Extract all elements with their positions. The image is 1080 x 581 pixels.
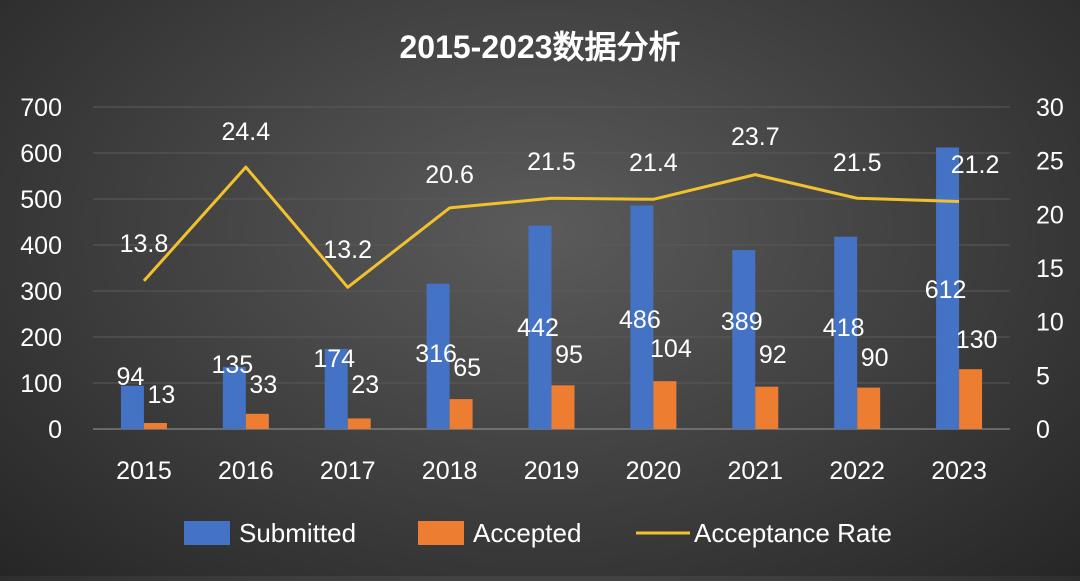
label-submitted: 486 — [619, 306, 661, 334]
label-accepted: 90 — [861, 344, 889, 372]
legend-swatch-submitted — [184, 521, 230, 545]
x-tick-label: 2023 — [931, 457, 987, 485]
left-tick-label: 300 — [20, 278, 62, 306]
left-tick-label: 700 — [20, 94, 62, 122]
x-tick-label: 2017 — [320, 457, 376, 485]
label-submitted: 174 — [313, 345, 355, 373]
bar-submitted — [834, 236, 858, 429]
right-tick-label: 20 — [1036, 201, 1064, 229]
right-tick-label: 25 — [1036, 148, 1064, 176]
label-rate: 21.5 — [833, 149, 882, 177]
label-accepted: 104 — [650, 335, 692, 363]
label-rate: 13.8 — [120, 230, 169, 258]
bar-accepted — [755, 386, 779, 429]
bar-accepted — [551, 385, 575, 429]
label-accepted: 130 — [956, 326, 998, 354]
label-accepted: 23 — [351, 371, 379, 399]
acceptance-rate-line — [142, 165, 960, 289]
right-tick-label: 30 — [1036, 94, 1064, 122]
bars-layer — [120, 147, 983, 430]
label-accepted: 92 — [759, 341, 787, 369]
bar-submitted — [426, 283, 450, 429]
bar-submitted — [936, 147, 960, 430]
label-accepted: 65 — [453, 354, 481, 382]
label-submitted: 442 — [517, 314, 559, 342]
chart-title: 2015-2023数据分析 — [399, 29, 680, 65]
label-submitted: 418 — [823, 314, 865, 342]
x-tick-label: 2018 — [422, 457, 478, 485]
label-rate: 24.4 — [221, 118, 270, 146]
right-tick-label: 5 — [1036, 362, 1050, 390]
bar-submitted — [528, 225, 552, 429]
bar-submitted — [630, 205, 654, 429]
left-tick-label: 100 — [20, 370, 62, 398]
left-tick-label: 200 — [20, 324, 62, 352]
line-layer — [142, 165, 960, 289]
bar-submitted — [324, 348, 348, 429]
bar-accepted — [347, 418, 371, 429]
x-axis: 2015 2016 2017 2018 2019 2020 2021 2022 2023 — [116, 457, 987, 485]
x-tick-label: 2022 — [829, 457, 885, 485]
bar-submitted — [120, 385, 144, 429]
label-submitted: 94 — [117, 363, 145, 391]
x-tick-label: 2020 — [626, 457, 682, 485]
left-tick-label: 0 — [48, 416, 62, 444]
left-tick-label: 400 — [20, 232, 62, 260]
right-tick-label: 0 — [1036, 416, 1050, 444]
legend-label-submitted: Submitted — [239, 518, 356, 548]
legend-label-rate: Acceptance Rate — [694, 518, 892, 548]
label-accepted: 95 — [555, 341, 583, 369]
bar-submitted — [732, 250, 756, 429]
legend-swatch-accepted — [418, 521, 464, 545]
label-accepted: 33 — [249, 371, 277, 399]
label-rate: 20.6 — [425, 161, 474, 189]
x-tick-label: 2019 — [524, 457, 580, 485]
label-submitted: 389 — [721, 308, 763, 336]
legend: Submitted Accepted Acceptance Rate — [184, 518, 892, 548]
right-tick-label: 15 — [1036, 255, 1064, 283]
label-submitted: 612 — [925, 276, 967, 304]
bar-submitted — [222, 366, 246, 429]
label-submitted: 316 — [415, 340, 457, 368]
label-accepted: 13 — [148, 381, 176, 409]
bar-accepted — [449, 399, 473, 429]
label-rate: 23.7 — [731, 123, 780, 151]
label-rate: 21.2 — [951, 151, 1000, 179]
bar-accepted — [959, 369, 983, 429]
bar-accepted — [653, 381, 677, 429]
label-rate: 21.5 — [527, 148, 576, 176]
label-rate: 13.2 — [323, 236, 372, 264]
label-rate: 21.4 — [629, 149, 678, 177]
right-tick-label: 10 — [1036, 309, 1064, 337]
left-tick-label: 600 — [20, 140, 62, 168]
bar-accepted — [857, 387, 881, 429]
legend-label-accepted: Accepted — [473, 518, 581, 548]
x-tick-label: 2021 — [727, 457, 783, 485]
x-tick-label: 2015 — [116, 457, 172, 485]
right-axis: 0 5 10 15 20 25 30 — [1036, 94, 1064, 444]
left-tick-label: 500 — [20, 186, 62, 214]
bar-accepted — [143, 423, 167, 429]
x-tick-label: 2016 — [218, 457, 274, 485]
left-axis: 0 100 200 300 400 500 600 700 — [20, 94, 62, 444]
bar-accepted — [245, 413, 269, 429]
label-submitted: 135 — [211, 351, 253, 379]
